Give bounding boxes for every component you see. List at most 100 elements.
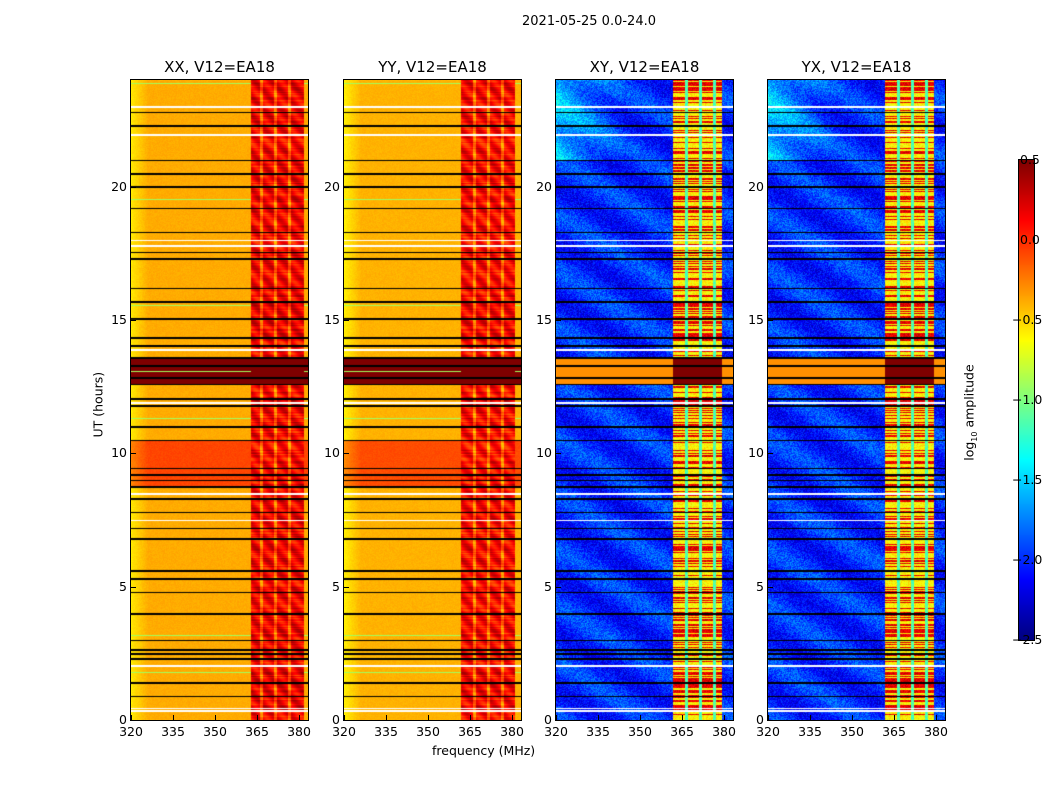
y-tick-label: 10	[111, 445, 127, 461]
panel-title: XX, V12=EA18	[164, 58, 275, 76]
panel-title: YY, V12=EA18	[378, 58, 487, 76]
y-tick-mark	[556, 586, 561, 588]
x-tick-label: 350	[840, 724, 864, 739]
y-tick-label: 0	[756, 712, 764, 727]
heatmap-yy	[343, 79, 522, 721]
colorbar-tick-label: 0.5	[1020, 152, 1040, 167]
x-tick-mark	[936, 715, 938, 720]
y-tick-mark	[768, 720, 773, 721]
panel-title: XY, V12=EA18	[589, 58, 700, 76]
y-tick-mark	[131, 720, 136, 721]
x-tick-label: 320	[119, 724, 143, 739]
x-tick-label: 365	[458, 724, 482, 739]
y-tick-label: 20	[324, 178, 340, 194]
y-tick-mark	[556, 320, 561, 321]
y-tick-label: 5	[119, 578, 127, 594]
x-tick-label: 380	[500, 724, 524, 739]
x-tick-mark	[131, 715, 132, 720]
y-tick-label: 10	[748, 445, 764, 461]
x-tick-label: 350	[416, 724, 440, 739]
y-tick-mark	[556, 186, 561, 188]
y-tick-mark	[131, 586, 136, 588]
x-tick-mark	[215, 715, 217, 720]
heatmap-xx	[130, 79, 309, 721]
x-tick-label: 350	[203, 724, 227, 739]
panel-title: YX, V12=EA18	[801, 58, 912, 76]
x-tick-label: 380	[287, 724, 311, 739]
y-tick-label: 10	[324, 445, 340, 461]
y-tick-label: 5	[756, 578, 764, 594]
y-tick-mark	[344, 186, 349, 188]
x-tick-mark	[173, 715, 174, 720]
x-tick-label: 320	[756, 724, 780, 739]
y-tick-label: 0	[544, 712, 552, 727]
colorbar-tick-label: −1.5	[1012, 472, 1043, 487]
y-axis-label: UT (hours)	[90, 371, 106, 438]
x-tick-mark	[598, 715, 599, 720]
y-tick-mark	[556, 720, 561, 721]
x-tick-label: 320	[544, 724, 568, 739]
x-tick-label: 335	[798, 724, 822, 739]
x-tick-mark	[299, 715, 301, 720]
y-tick-label: 20	[536, 178, 552, 194]
colorbar-tick-label: −0.5	[1012, 312, 1043, 327]
figure-title: 2021-05-25 0.0-24.0	[522, 14, 656, 29]
y-tick-label: 20	[111, 178, 127, 194]
y-tick-mark	[768, 320, 773, 321]
x-tick-label: 365	[670, 724, 694, 739]
y-tick-mark	[768, 186, 773, 188]
x-tick-mark	[386, 715, 387, 720]
x-tick-mark	[344, 715, 345, 720]
y-tick-mark	[131, 320, 136, 321]
y-tick-mark	[344, 720, 349, 721]
x-tick-label: 335	[586, 724, 610, 739]
colorbar-tick-label: −2.5	[1012, 632, 1043, 647]
x-tick-mark	[257, 715, 259, 720]
y-tick-label: 10	[536, 445, 552, 461]
y-tick-label: 5	[332, 578, 340, 594]
x-tick-mark	[682, 715, 684, 720]
x-tick-label: 365	[882, 724, 906, 739]
x-tick-mark	[894, 715, 896, 720]
y-tick-mark	[131, 186, 136, 188]
y-tick-mark	[131, 453, 136, 455]
x-tick-mark	[810, 715, 811, 720]
y-tick-mark	[556, 453, 561, 455]
x-tick-mark	[724, 715, 726, 720]
x-tick-label: 380	[924, 724, 948, 739]
y-tick-label: 15	[748, 312, 764, 327]
x-tick-mark	[768, 715, 769, 720]
x-tick-mark	[556, 715, 557, 720]
y-tick-mark	[344, 320, 349, 321]
x-tick-mark	[852, 715, 854, 720]
colorbar	[1018, 159, 1035, 641]
heatmap-yx	[767, 79, 946, 721]
x-tick-label: 380	[712, 724, 736, 739]
x-tick-mark	[428, 715, 430, 720]
x-tick-label: 365	[245, 724, 269, 739]
y-tick-label: 5	[544, 578, 552, 594]
y-tick-mark	[344, 586, 349, 588]
colorbar-tick-label: −2.0	[1012, 552, 1043, 567]
x-tick-mark	[640, 715, 642, 720]
y-tick-mark	[344, 453, 349, 455]
y-tick-label: 20	[748, 178, 764, 194]
x-tick-mark	[470, 715, 472, 720]
x-axis-label: frequency (MHz)	[432, 743, 536, 758]
y-tick-label: 15	[324, 312, 340, 327]
colorbar-label: log10 amplitude	[961, 364, 979, 461]
y-tick-mark	[768, 453, 773, 455]
x-tick-mark	[512, 715, 514, 720]
x-tick-label: 350	[628, 724, 652, 739]
x-tick-label: 335	[374, 724, 398, 739]
y-tick-label: 15	[111, 312, 127, 327]
y-tick-label: 0	[119, 712, 127, 727]
y-tick-mark	[768, 586, 773, 588]
y-tick-label: 15	[536, 312, 552, 327]
x-tick-label: 320	[332, 724, 356, 739]
colorbar-tick-label: −1.0	[1012, 392, 1043, 407]
x-tick-label: 335	[161, 724, 185, 739]
heatmap-xy	[555, 79, 734, 721]
colorbar-tick-label: 0.0	[1020, 232, 1040, 247]
